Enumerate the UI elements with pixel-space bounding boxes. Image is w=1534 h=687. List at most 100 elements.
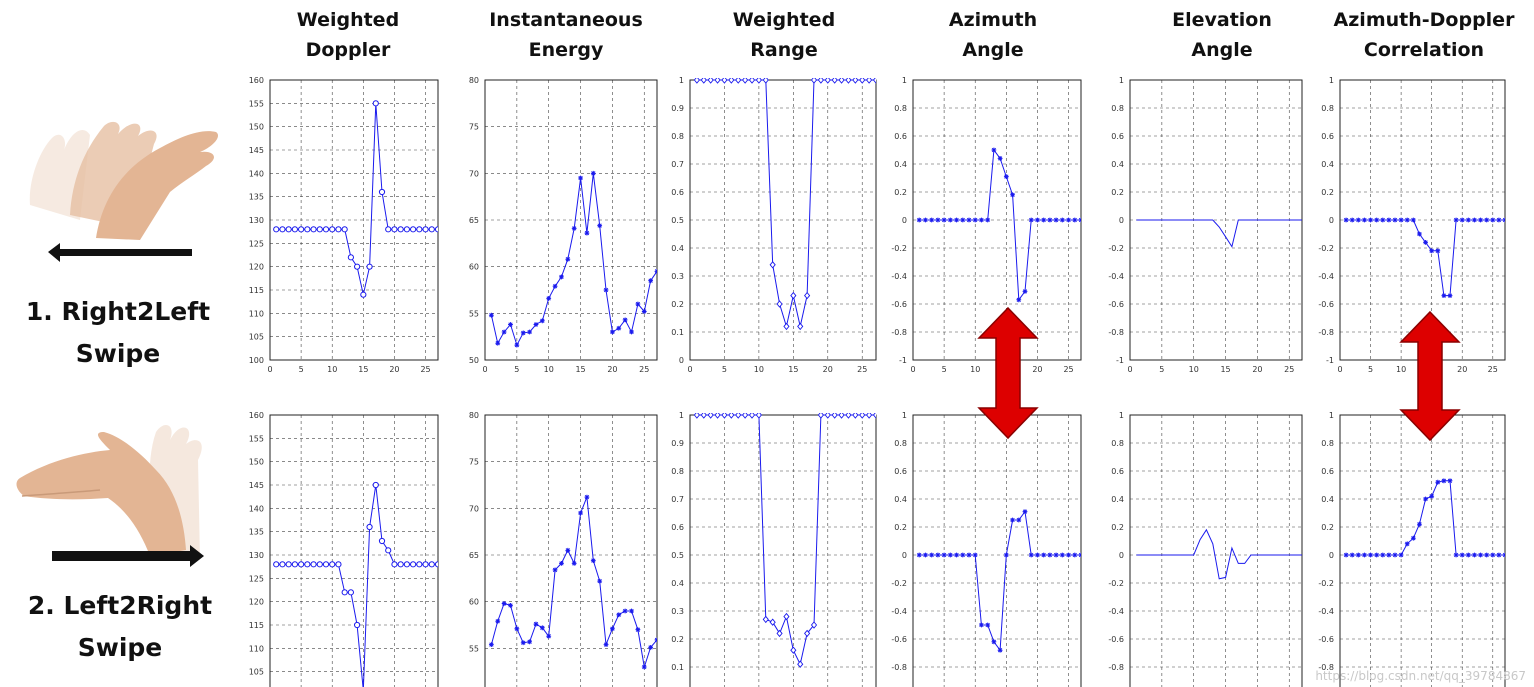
y-tick-label: 0.2 (671, 635, 684, 644)
y-tick-label: 0.7 (671, 160, 684, 169)
data-point (1386, 217, 1392, 223)
data-point (1496, 217, 1502, 223)
x-tick-label: 25 (1063, 365, 1073, 374)
y-tick-label: -0.6 (1318, 300, 1334, 309)
y-tick-label: -0.4 (891, 272, 907, 281)
data-point (1041, 217, 1047, 223)
data-point (1380, 552, 1386, 558)
data-point (495, 618, 501, 624)
plot-area (913, 415, 1081, 687)
data-point (783, 612, 790, 621)
data-point (1417, 231, 1422, 237)
y-tick-label: 65 (469, 216, 479, 225)
data-point (622, 608, 628, 614)
y-tick-label: -0.2 (1318, 579, 1334, 588)
data-point (1022, 289, 1028, 294)
y-tick-label: 0.4 (671, 579, 684, 588)
y-tick-label: 1 (1119, 76, 1124, 85)
data-point (859, 78, 866, 84)
data-point (1003, 174, 1009, 179)
comparison-arrow-correlation (1399, 310, 1461, 442)
data-point (354, 263, 361, 270)
data-point (947, 217, 953, 223)
watermark: https://blog.csdn.net/qq_39784867 (1315, 669, 1526, 683)
data-point (1404, 541, 1410, 547)
y-tick-label: 0.4 (1321, 495, 1334, 504)
data-point (1459, 552, 1465, 558)
plot-frame (269, 79, 439, 361)
data-point (514, 626, 520, 632)
data-point (584, 230, 590, 236)
data-point (410, 561, 417, 568)
data-point (755, 78, 762, 84)
data-point (714, 78, 721, 84)
data-point (997, 647, 1003, 653)
chart-r1-c4: -1-0.8-0.6-0.4-0.200.20.40.60.8105101520… (1108, 411, 1303, 687)
data-point (923, 217, 928, 223)
y-tick-label: 150 (249, 458, 264, 467)
plot-area (1340, 415, 1505, 687)
series (1136, 528, 1302, 580)
data-point (966, 552, 972, 558)
data-point (742, 78, 749, 84)
data-point (1374, 217, 1380, 223)
y-tick-label: -0.4 (1318, 607, 1334, 616)
y-tick-label: -0.2 (1318, 244, 1334, 253)
data-point (1041, 552, 1047, 558)
y-tick-label: -0.6 (891, 635, 907, 644)
data-point (316, 561, 323, 568)
x-tick-label: 25 (1284, 365, 1294, 374)
x-tick-label: 0 (687, 365, 692, 374)
data-point (735, 413, 742, 419)
y-tick-label: 80 (469, 411, 479, 420)
data-point (824, 78, 831, 84)
data-point (434, 226, 438, 233)
chart-r0-c0: 1001051101151201251301351401451501551600… (249, 76, 439, 374)
data-point (755, 413, 762, 419)
data-point (1417, 521, 1422, 527)
data-point (748, 78, 756, 84)
data-point (316, 226, 323, 233)
x-tick-label: 5 (942, 365, 947, 374)
y-tick-label: 60 (469, 598, 479, 607)
data-point (603, 642, 609, 647)
y-tick-label: 1 (902, 76, 907, 85)
y-tick-label: 155 (249, 434, 264, 443)
y-tick-label: 0.1 (671, 328, 684, 337)
y-tick-label: 65 (469, 551, 479, 560)
data-point (648, 278, 654, 284)
data-point (1059, 217, 1065, 223)
y-tick-label: 0.8 (1111, 439, 1124, 448)
data-point (1398, 552, 1404, 558)
y-tick-label: 115 (249, 621, 264, 630)
data-point (1047, 552, 1053, 558)
data-point (546, 296, 552, 301)
data-point (654, 268, 657, 274)
data-point (845, 413, 852, 419)
data-point (495, 340, 501, 346)
x-tick-label: 20 (1252, 365, 1262, 374)
y-tick-label: 0.8 (894, 439, 907, 448)
data-point (335, 561, 342, 568)
y-tick-label: -0.2 (1108, 244, 1124, 253)
x-tick-label: 10 (970, 365, 980, 374)
data-point (610, 329, 615, 335)
x-tick-label: 10 (327, 365, 337, 374)
data-point (735, 78, 742, 84)
y-tick-label: -0.2 (891, 244, 907, 253)
data-point (1362, 552, 1367, 558)
x-tick-label: 0 (1127, 365, 1132, 374)
data-point (929, 552, 935, 558)
data-point (341, 226, 348, 233)
data-point (533, 621, 539, 627)
data-point (790, 646, 797, 654)
y-tick-label: 0.8 (1321, 439, 1334, 448)
data-point (1453, 217, 1459, 223)
data-point (1022, 509, 1028, 514)
row-labels: 1. Right2Left Swipe 2. Left2Right Swipe (26, 297, 212, 662)
x-tick-label: 15 (575, 365, 585, 374)
y-tick-label: 115 (249, 286, 264, 295)
data-point (571, 226, 577, 231)
data-point (434, 561, 438, 568)
data-point (546, 633, 552, 639)
